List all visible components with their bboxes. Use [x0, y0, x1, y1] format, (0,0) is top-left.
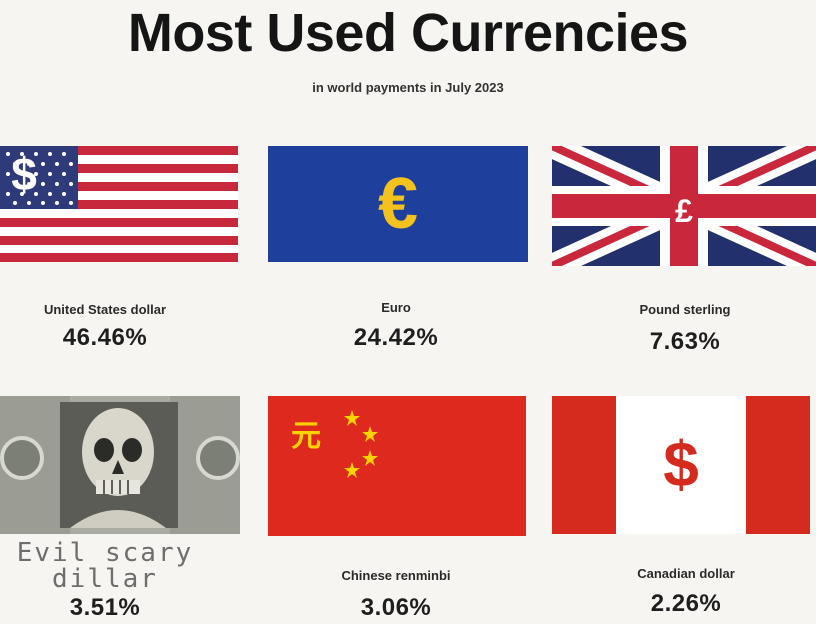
currency-percent-eur: 24.42% [353, 324, 439, 351]
currency-name-gbp: Pound sterling [639, 302, 731, 317]
euro-symbol: € [378, 164, 418, 244]
us-flag: $ [0, 146, 238, 262]
currency-name-cad: Canadian dollar [637, 566, 735, 581]
currency-percent-usd: 46.46% [62, 324, 148, 351]
currency-name-scary: Evil scary dillar [16, 538, 194, 594]
page-subtitle: in world payments in July 2023 [312, 80, 504, 95]
currency-percent-scary: 3.51% [69, 594, 141, 621]
canadian-dollar-symbol: $ [663, 428, 699, 500]
currency-percent-cny: 3.06% [360, 594, 432, 621]
currency-percent-gbp: 7.63% [649, 328, 721, 355]
china-flag: 元 [268, 396, 526, 536]
yuan-symbol: 元 [291, 419, 321, 454]
eu-flag: € [268, 146, 528, 262]
currency-name-cny: Chinese renminbi [341, 568, 451, 583]
canada-flag: $ [552, 396, 810, 534]
pound-symbol: £ [675, 193, 693, 229]
dollar-symbol: $ [11, 148, 37, 200]
uk-flag: £ [552, 146, 816, 266]
currency-percent-cad: 2.26% [650, 590, 722, 617]
currency-name-eur: Euro [381, 300, 411, 315]
currency-name-usd: United States dollar [43, 302, 167, 317]
page-title: Most Used Currencies [127, 3, 689, 63]
skull-banknote [0, 396, 240, 534]
